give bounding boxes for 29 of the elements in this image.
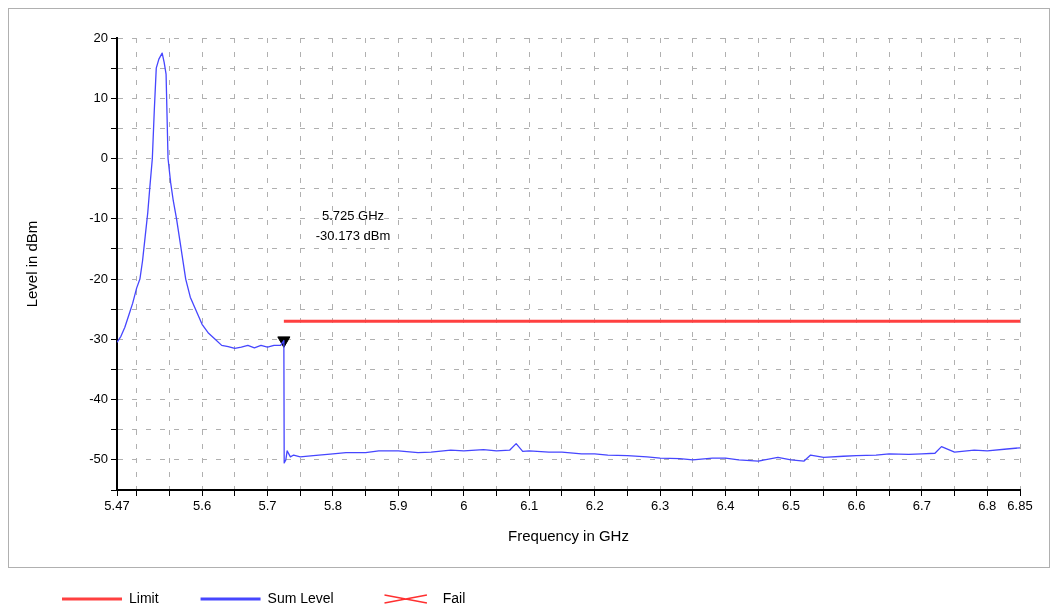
x-axis-title: Frequency in GHz — [508, 527, 629, 545]
x-tick-label: 6.1 — [520, 498, 539, 514]
x-tick-label: 6.6 — [847, 498, 866, 514]
x-tick-label: 6 — [460, 498, 468, 514]
x-tick-label: 5.7 — [258, 498, 277, 514]
x-tick-label: 6.4 — [716, 498, 735, 514]
x-tick-label: 6.7 — [912, 498, 931, 514]
x-tick-label: 6.8 — [978, 498, 997, 514]
x-tick-label: 6.2 — [585, 498, 604, 514]
y-axis-title: Level in dBm — [23, 220, 41, 308]
x-tick-label: 5.9 — [389, 498, 408, 514]
x-tick-label: 6.5 — [781, 498, 801, 514]
x-tick-label: 5.8 — [323, 498, 342, 514]
legend-label: Sum Level — [267, 589, 334, 606]
x-tick-label: 5.47 — [104, 498, 130, 514]
legend-label: Limit — [129, 589, 159, 606]
x-tick-label: 5.6 — [193, 498, 212, 514]
y-tick-label: 20 — [93, 29, 108, 45]
y-tick-label: -20 — [89, 270, 108, 286]
y-tick-label: 0 — [100, 150, 108, 166]
y-tick-label: -40 — [89, 391, 108, 407]
y-tick-label: 10 — [93, 89, 108, 105]
y-tick-label: -50 — [89, 451, 108, 467]
x-tick-label: 6.3 — [651, 498, 670, 514]
y-tick-label: -30 — [89, 330, 108, 346]
legend-label: Fail — [442, 589, 466, 606]
x-tick-label: 6.85 — [1007, 498, 1033, 514]
y-tick-label: -10 — [89, 210, 108, 226]
annotation: 5.725 GHz -30.173 dBm — [315, 207, 391, 243]
